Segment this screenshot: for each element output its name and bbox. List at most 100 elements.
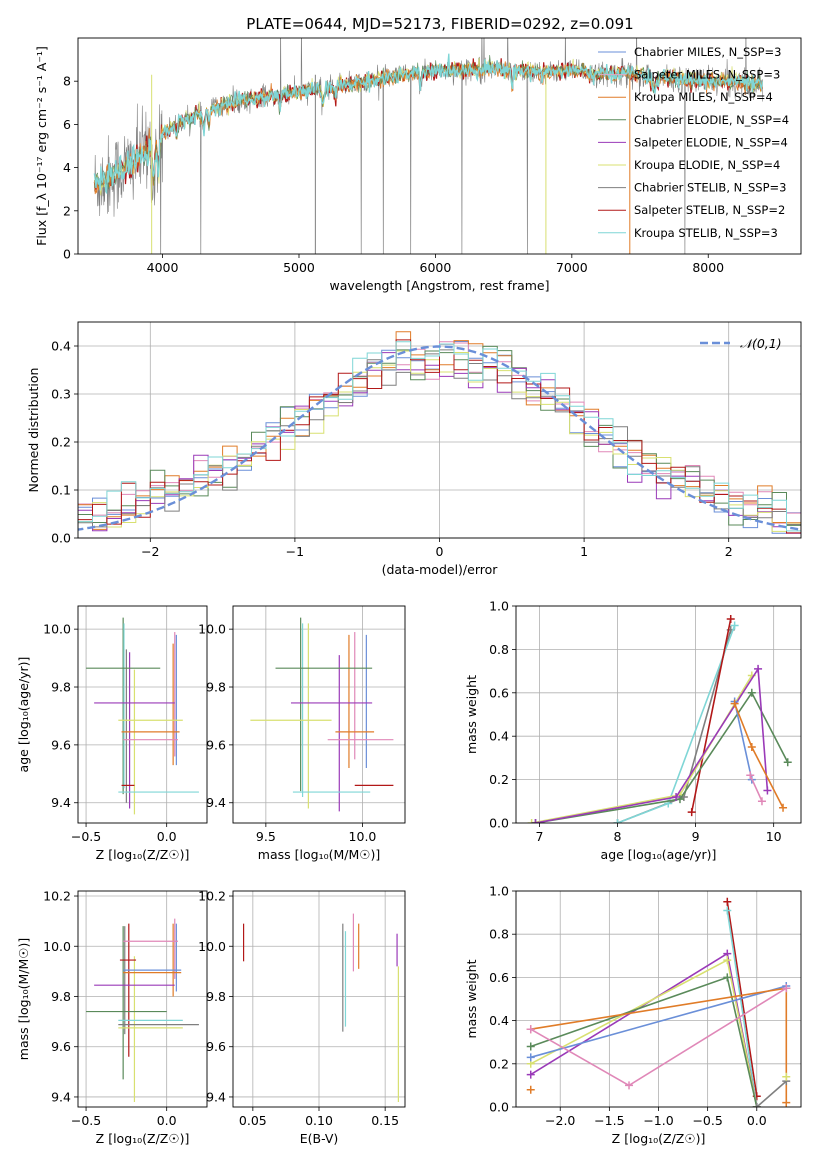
weight-line-kroupa_elodie <box>531 674 753 823</box>
weight-marker <box>754 664 763 673</box>
y-tick-label: 9.6 <box>51 737 71 752</box>
age_vs_mass-plot <box>250 617 394 812</box>
spectrum-plot <box>93 38 763 254</box>
y-tick-label: 0 <box>63 247 71 262</box>
y-tick-label: 9.4 <box>51 795 71 810</box>
x-axis-label: mass [log₁₀(M/M☉)] <box>258 847 380 862</box>
weight-marker <box>757 797 766 806</box>
y-tick-label: 9.8 <box>206 680 226 695</box>
weight-marker <box>531 819 540 823</box>
y-tick-label: 0.6 <box>489 685 509 700</box>
x-tick-label: −0.5 <box>692 1113 722 1128</box>
weight-marker <box>527 819 536 823</box>
weight-line-kroupa_elodie <box>530 958 758 1107</box>
y-tick-label: 9.6 <box>206 737 226 752</box>
mass_vs_Z-axes <box>74 891 207 1111</box>
y-tick-label: 9.8 <box>51 680 71 695</box>
y-tick-label: 10.2 <box>198 889 226 904</box>
weight-marker <box>613 819 622 823</box>
weight-marker <box>779 803 788 812</box>
x-tick-label: −2.0 <box>545 1113 575 1128</box>
legend-label: Kroupa ELODIE, N_SSP=4 <box>634 158 780 172</box>
y-tick-label: 0.2 <box>51 435 71 450</box>
axes-frame <box>77 321 802 539</box>
weight-marker <box>730 699 739 708</box>
weight-line-chabrier_miles <box>530 985 787 1059</box>
legend-label: Chabrier STELIB, N_SSP=3 <box>634 181 786 195</box>
age_vs_mass-axes <box>229 606 405 827</box>
figure-title: PLATE=0644, MJD=52173, FIBERID=0292, z=0… <box>246 15 633 33</box>
legend-label: Kroupa MILES, N_SSP=4 <box>634 90 773 104</box>
weight-marker <box>730 621 739 630</box>
residuals-axes <box>74 322 801 542</box>
axes-frame <box>232 890 406 1108</box>
y-tick-label: 0.0 <box>489 816 509 831</box>
x-tick-label: 0.0 <box>157 829 177 844</box>
weight-marker <box>726 615 735 624</box>
weight_vs_age-plot <box>527 615 792 823</box>
y-tick-label: 9.4 <box>206 1089 226 1104</box>
axes-frame <box>77 605 208 824</box>
weight_vs_Z-axes <box>512 890 801 1111</box>
x-tick-label: 4000 <box>147 260 179 275</box>
x-tick-label: 0.0 <box>747 1113 767 1128</box>
y-tick-label: 6 <box>63 117 71 132</box>
x-tick-label: −1.5 <box>594 1113 624 1128</box>
x-tick-label: 8000 <box>692 260 724 275</box>
weight-marker <box>526 1070 535 1079</box>
x-tick-label: 10.0 <box>349 829 377 844</box>
weight-marker <box>782 984 791 993</box>
y-axis-label: mass [log₁₀(M/M☉)] <box>16 938 31 1060</box>
y-tick-label: 0.8 <box>489 642 509 657</box>
y-tick-label: 9.8 <box>206 989 226 1004</box>
weight-marker <box>747 743 756 752</box>
x-tick-label: 5000 <box>283 260 315 275</box>
mass_vs_Z-plot <box>86 918 199 1102</box>
y-tick-label: 10.0 <box>43 939 71 954</box>
x-tick-label: −0.5 <box>71 829 101 844</box>
weight-marker <box>687 808 696 817</box>
weight-marker <box>752 1103 761 1107</box>
x-axis-label: Z [log₁₀(Z/Z☉)] <box>96 847 190 862</box>
mass_vs_ebv-axes <box>229 891 405 1111</box>
legend-label: Chabrier MILES, N_SSP=3 <box>634 45 781 59</box>
weight-line-chabrier_miles <box>733 701 753 780</box>
weight-marker <box>723 973 732 982</box>
weight-marker <box>672 792 681 801</box>
y-tick-label: 0.4 <box>489 1013 509 1028</box>
x-tick-label: 9.5 <box>256 829 276 844</box>
weight-marker <box>625 1081 634 1090</box>
y-tick-label: 0.1 <box>51 483 71 498</box>
mass_vs_ebv-plot <box>242 913 399 1102</box>
weight-marker <box>723 906 732 915</box>
y-tick-label: 9.8 <box>51 989 71 1004</box>
legend-label: Salpeter STELIB, N_SSP=2 <box>634 203 785 217</box>
legend-label: Salpeter ELODIE, N_SSP=4 <box>634 135 788 149</box>
x-tick-label: 0.0 <box>157 1113 177 1128</box>
y-tick-label: 10.0 <box>43 622 71 637</box>
y-tick-label: 0.0 <box>489 1100 509 1115</box>
y-tick-label: 9.6 <box>206 1039 226 1054</box>
age_vs_Z-plot <box>86 617 199 815</box>
weight-line-salpeter_stelib <box>690 618 732 813</box>
weight-marker <box>526 1053 535 1062</box>
residuals-plot <box>78 331 801 534</box>
weight_vs_Z-plot <box>526 897 791 1107</box>
x-tick-label: 9 <box>692 829 700 844</box>
y-tick-label: 10.2 <box>43 889 71 904</box>
x-tick-label: 0.10 <box>305 1113 333 1128</box>
x-tick-label: −1 <box>286 544 304 559</box>
x-tick-label: −0.5 <box>71 1113 101 1128</box>
y-axis-label: Flux [f_λ 10⁻¹⁷ erg cm⁻² s⁻¹ A⁻¹] <box>34 46 49 246</box>
weight-marker <box>783 758 792 767</box>
x-tick-label: −1.0 <box>643 1113 673 1128</box>
axes-frame <box>77 37 802 255</box>
weight-line-chabrier_elodie <box>530 976 758 1107</box>
y-tick-label: 9.4 <box>51 1089 71 1104</box>
weight-marker <box>782 1098 791 1107</box>
y-axis-label: age [log₁₀(age/yr)] <box>16 657 31 773</box>
weight-marker <box>782 1072 791 1081</box>
weight-line-chabrier_stelib <box>617 629 732 823</box>
x-axis-label: Z [log₁₀(Z/Z☉)] <box>612 1131 706 1146</box>
